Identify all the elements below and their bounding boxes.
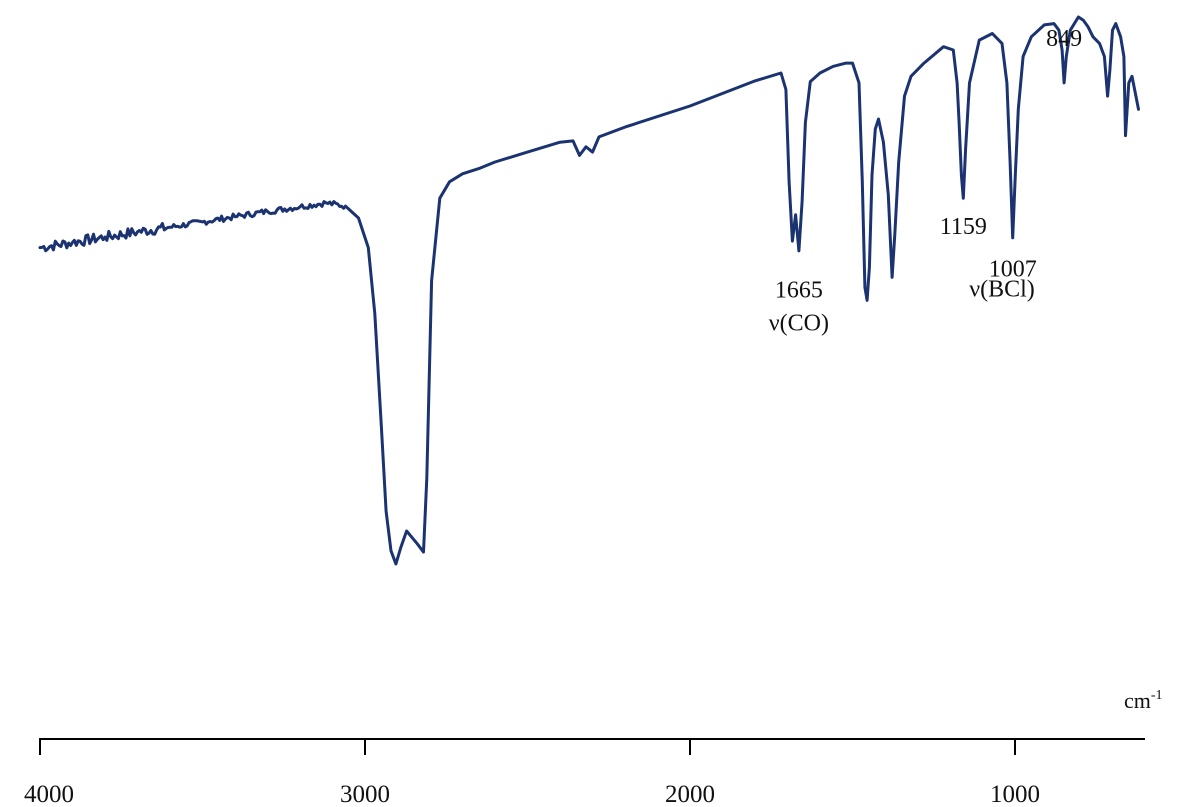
x-tick-label-3000: 3000 (340, 781, 390, 807)
spectrum-line-0 (38, 15, 1140, 566)
peak-annotation-5: 849 (1046, 26, 1082, 52)
x-axis-unit-base: cm (1124, 688, 1151, 713)
peak-annotation-4: ν(BCl) (969, 276, 1035, 302)
peak-annotation-3: 1007 (989, 257, 1037, 283)
peak-annotation-2: 1159 (940, 214, 987, 240)
x-axis-unit-label: cm-1 (1124, 688, 1163, 713)
x-tick-label-2000: 2000 (665, 781, 715, 807)
x-tick-label-4000: 4000 (24, 781, 74, 807)
x-axis-ticks: 4000 3000 2000 1000 (24, 738, 1040, 807)
peak-annotation-0: 1665 (775, 278, 823, 304)
x-tick-label-1000: 1000 (990, 781, 1040, 807)
plot-area (38, 15, 1140, 566)
x-axis-unit-exponent: -1 (1151, 688, 1163, 703)
peak-annotation-1: ν(CO) (769, 311, 829, 337)
